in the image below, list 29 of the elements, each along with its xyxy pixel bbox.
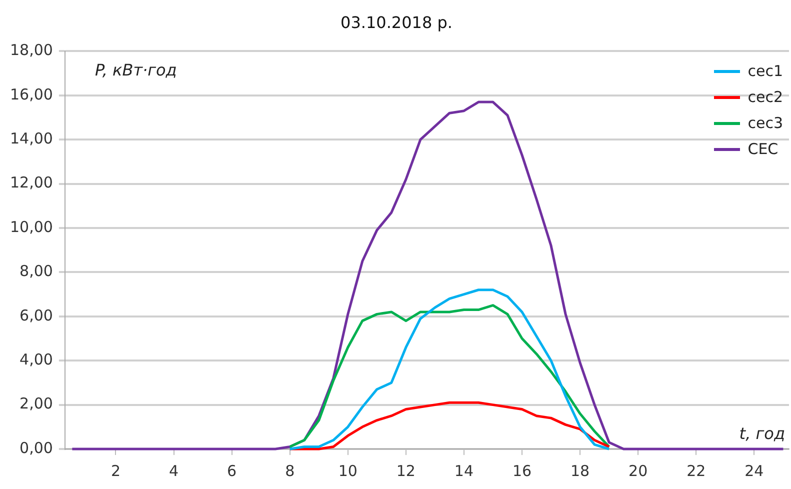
x-tick-label: 16 <box>512 462 532 480</box>
x-tick-label: 4 <box>168 462 179 480</box>
x-tick-label: 10 <box>338 462 358 480</box>
y-tick-label: 10,00 <box>10 218 53 236</box>
x-tick-label: 22 <box>686 462 706 480</box>
y-tick-label: 0,00 <box>20 438 53 457</box>
x-tick-label: 14 <box>454 462 474 480</box>
y-tick-label: 18,00 <box>10 41 53 60</box>
chart-title: 03.10.2018 р. <box>340 12 452 32</box>
x-tick-label: 8 <box>285 462 295 480</box>
y-tick-label: 2,00 <box>20 394 53 413</box>
y-tick-label: 14,00 <box>10 129 53 148</box>
x-tick-label: 20 <box>628 462 648 480</box>
x-tick-label: 12 <box>396 462 416 480</box>
y-tick-label: 4,00 <box>20 350 53 368</box>
legend-label: СЕС <box>748 140 778 158</box>
x-tick-label: 2 <box>110 462 120 480</box>
legend-label: сес1 <box>748 62 783 80</box>
x-tick-label: 24 <box>744 462 764 480</box>
x-tick-label: 6 <box>227 462 237 480</box>
legend-label: сес2 <box>748 88 783 106</box>
y-tick-label: 16,00 <box>10 85 53 104</box>
x-tick-label: 18 <box>570 462 590 480</box>
y-tick-label: 6,00 <box>20 306 53 324</box>
y-tick-label: 8,00 <box>20 262 53 280</box>
x-axis-title: t, год <box>739 424 785 444</box>
legend-label: сес3 <box>748 114 783 132</box>
y-axis-title: P, кВт·год <box>94 60 177 80</box>
y-tick-label: 12,00 <box>10 174 53 192</box>
